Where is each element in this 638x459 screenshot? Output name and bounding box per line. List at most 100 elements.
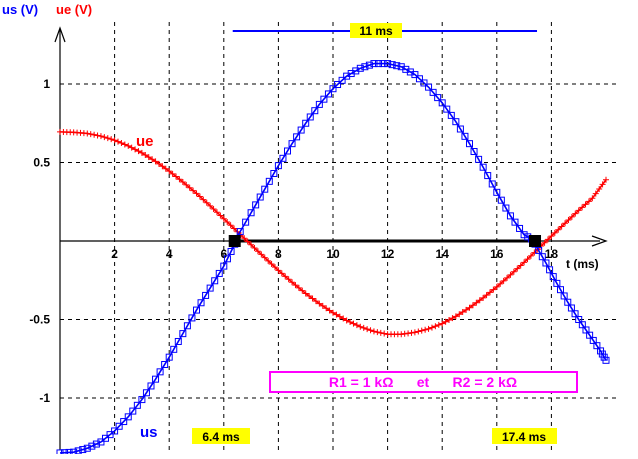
us-marker bbox=[152, 375, 160, 383]
ue-marker bbox=[306, 292, 313, 299]
us-marker bbox=[252, 201, 260, 209]
x-axis-arrow bbox=[591, 235, 608, 247]
time1-label-bg bbox=[192, 428, 250, 444]
period-label: 11 ms bbox=[359, 24, 393, 38]
ue-marker bbox=[213, 209, 220, 216]
ue-marker bbox=[504, 274, 511, 281]
ue-marker bbox=[415, 328, 422, 335]
series-line-us bbox=[234, 62, 536, 242]
series-us-2 bbox=[231, 60, 539, 245]
us-marker bbox=[183, 322, 191, 330]
ue-marker bbox=[377, 329, 384, 336]
us-marker bbox=[120, 418, 128, 426]
us-marker bbox=[79, 446, 87, 454]
us-marker bbox=[567, 304, 575, 312]
ue-marker bbox=[347, 319, 354, 326]
ue-marker bbox=[446, 316, 453, 323]
resistors-label: R1 = 1 kΩ et R2 = 2 kΩ bbox=[329, 374, 517, 390]
ue-marker bbox=[323, 305, 330, 312]
us-marker bbox=[261, 185, 269, 193]
us-marker bbox=[270, 169, 278, 177]
ue-marker bbox=[121, 141, 128, 148]
ue-marker bbox=[579, 204, 586, 211]
ue-marker bbox=[203, 199, 210, 206]
ue-marker bbox=[166, 168, 173, 175]
us-marker bbox=[220, 262, 228, 270]
us-marker bbox=[557, 286, 564, 294]
us-marker bbox=[256, 193, 264, 201]
ue-marker bbox=[231, 225, 238, 232]
ue-marker bbox=[585, 198, 592, 205]
ue-marker bbox=[524, 256, 531, 263]
us-marker bbox=[434, 94, 442, 102]
ue-marker bbox=[360, 324, 367, 331]
ue-marker bbox=[364, 326, 371, 333]
us-marker bbox=[506, 212, 514, 220]
us-marker bbox=[311, 107, 319, 115]
us-marker bbox=[571, 310, 579, 318]
ue-marker bbox=[152, 158, 159, 165]
us-marker bbox=[549, 273, 557, 281]
us-marker bbox=[420, 79, 428, 87]
ue-marker bbox=[442, 318, 449, 325]
ue-marker bbox=[435, 321, 442, 328]
us-marker bbox=[320, 95, 328, 103]
ue-marker bbox=[490, 286, 497, 293]
ue-marker bbox=[312, 298, 319, 305]
ue-marker bbox=[575, 207, 582, 214]
series-layer bbox=[56, 60, 610, 457]
ue-marker bbox=[179, 178, 186, 185]
us-marker bbox=[215, 269, 223, 277]
ue-marker bbox=[343, 317, 350, 324]
ue-marker bbox=[115, 138, 122, 145]
ue-marker bbox=[176, 176, 183, 183]
ue-marker bbox=[196, 193, 203, 200]
ue-marker bbox=[599, 181, 606, 188]
us-marker bbox=[315, 100, 323, 108]
ue-marker bbox=[476, 297, 483, 304]
ue-marker bbox=[497, 280, 504, 287]
us-marker bbox=[593, 342, 601, 350]
ue-marker bbox=[551, 229, 558, 236]
ue-marker bbox=[210, 206, 217, 213]
ue-marker bbox=[463, 306, 470, 313]
ue-marker bbox=[459, 309, 466, 316]
x-tick-label: 12 bbox=[381, 247, 395, 261]
us-marker bbox=[115, 422, 123, 430]
x-tick-label: 10 bbox=[326, 247, 340, 261]
us-marker bbox=[602, 356, 610, 364]
ue-marker bbox=[527, 252, 534, 259]
us-marker bbox=[102, 434, 109, 442]
ue-marker bbox=[428, 324, 435, 331]
us-marker bbox=[334, 81, 342, 89]
us-marker bbox=[411, 71, 419, 79]
ue-marker bbox=[295, 284, 302, 291]
us-marker bbox=[97, 438, 105, 446]
ue-marker bbox=[94, 132, 101, 139]
us-marker bbox=[560, 292, 568, 300]
ue-marker bbox=[220, 215, 227, 222]
time2-label-bg bbox=[492, 428, 557, 444]
ue-marker bbox=[193, 190, 200, 197]
x-tick-label: 2 bbox=[111, 247, 118, 261]
ue-marker bbox=[517, 262, 524, 269]
ue-marker bbox=[224, 218, 231, 225]
ue-marker bbox=[169, 170, 176, 177]
ue-marker bbox=[173, 173, 180, 180]
ue-marker bbox=[149, 156, 156, 163]
ue-marker bbox=[500, 277, 507, 284]
ue-marker bbox=[422, 326, 429, 333]
us-marker bbox=[274, 162, 282, 170]
ue-marker bbox=[374, 329, 381, 336]
us-marker bbox=[111, 427, 119, 435]
ue-marker bbox=[330, 309, 336, 316]
us-marker bbox=[133, 401, 141, 409]
y-tick-label: 0.5 bbox=[33, 156, 50, 170]
x-tick-label: 4 bbox=[166, 247, 173, 261]
ue-marker bbox=[531, 249, 538, 256]
us-marker bbox=[479, 163, 487, 171]
ue-marker bbox=[282, 273, 289, 280]
ue-marker bbox=[333, 311, 340, 318]
us-marker bbox=[92, 440, 100, 448]
ue-marker bbox=[357, 323, 364, 330]
